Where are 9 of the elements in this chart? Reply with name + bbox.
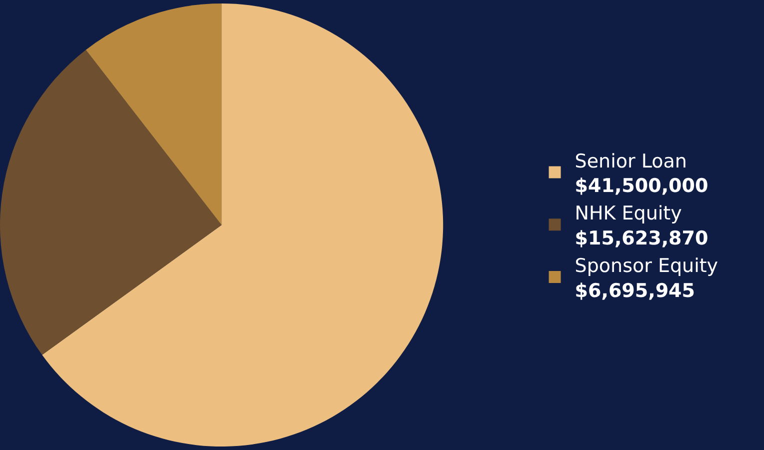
pie-slice — [42, 3, 443, 446]
legend-label: Senior Loan — [574, 150, 687, 172]
pie-slice — [86, 3, 222, 225]
data-label: $6,695,945 — [574, 280, 696, 302]
pie-slice — [0, 50, 222, 355]
data-label: $15,623,870 — [574, 227, 708, 250]
data-label: $41,500,000 — [574, 174, 708, 197]
legend-label: NHK Equity — [574, 202, 682, 225]
legend-label: Sponsor Equity — [574, 255, 718, 278]
